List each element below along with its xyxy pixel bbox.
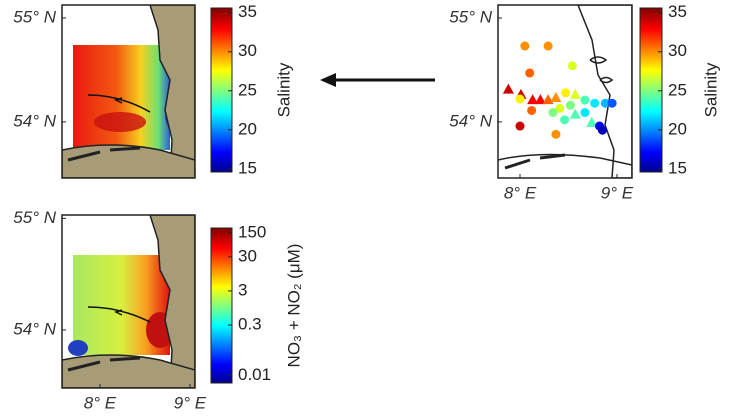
- colorbar-tick-label: 0.3: [238, 315, 262, 334]
- arrow: [320, 73, 435, 87]
- colorbar-tick-label: 15: [238, 158, 257, 177]
- colorbar-tick-label: 25: [238, 80, 257, 99]
- map-background: [498, 5, 632, 178]
- sample-point: [534, 94, 546, 105]
- map-frame: [497, 4, 633, 179]
- colorbar-tick-label: 15: [668, 158, 687, 177]
- lat-tick-label: 55° N: [449, 7, 492, 26]
- sample-point: [580, 95, 590, 105]
- lon-tick-label: 8° E: [504, 183, 537, 202]
- map-background: [62, 215, 195, 388]
- lon-tick-label: 9° E: [174, 393, 207, 411]
- colorbar-tick-label: 150: [238, 222, 266, 241]
- colorbar-tick-label: 20: [238, 119, 257, 138]
- lon-tick-label: 9° E: [601, 183, 634, 202]
- lat-tick-label: 54° N: [13, 111, 56, 130]
- sample-point: [525, 68, 535, 78]
- map-frame: [61, 214, 196, 389]
- colorbar: [639, 7, 663, 173]
- colorbar-tick-label: 35: [668, 2, 687, 21]
- colorbar-label: Salinity: [274, 62, 293, 117]
- colorbar-tick-label: 30: [238, 41, 257, 60]
- sample-point: [542, 94, 554, 105]
- sample-point: [527, 94, 539, 105]
- map-frame: [61, 4, 196, 179]
- sample-point: [567, 61, 577, 71]
- sample-point: [551, 129, 561, 139]
- sample-point: [548, 108, 558, 118]
- sample-point: [561, 88, 571, 98]
- colorbar-label: NO₃ + NO₂ (μM): [284, 244, 303, 368]
- colorbar: [210, 227, 233, 384]
- lat-tick-label: 55° N: [13, 7, 56, 26]
- sample-point: [580, 108, 590, 118]
- sample-point: [555, 103, 565, 113]
- colorbar-tick-label: 35: [238, 2, 257, 21]
- sample-point: [597, 125, 607, 135]
- sample-point: [550, 91, 562, 102]
- colorbar-tick-label: 20: [668, 119, 687, 138]
- sample-point: [569, 88, 581, 99]
- map-background: [62, 5, 195, 178]
- lat-tick-label: 54° N: [13, 319, 56, 338]
- colorbar-tick-label: 30: [668, 41, 687, 60]
- sample-point: [520, 41, 530, 51]
- sample-point: [515, 121, 525, 131]
- sample-point: [527, 105, 537, 115]
- sample-point: [565, 100, 575, 110]
- lon-tick-label: 8° E: [84, 393, 117, 411]
- lat-tick-label: 54° N: [449, 111, 492, 130]
- sample-point: [600, 98, 610, 108]
- colorbar-tick-label: 30: [238, 246, 257, 265]
- sample-point: [543, 41, 553, 51]
- colorbar-tick-label: 25: [668, 80, 687, 99]
- sample-point: [590, 98, 600, 108]
- sample-point: [560, 115, 570, 125]
- colorbar-label: Salinity: [701, 62, 720, 117]
- sample-point: [502, 83, 514, 94]
- sample-point: [607, 98, 617, 108]
- sample-point: [569, 108, 581, 119]
- colorbar-tick-label: 0.01: [238, 365, 271, 384]
- sample-point: [515, 94, 525, 104]
- colorbar-tick-label: 3: [238, 280, 247, 299]
- colorbar: [210, 7, 233, 173]
- sample-point: [586, 116, 598, 127]
- lat-tick-label: 55° N: [13, 208, 56, 227]
